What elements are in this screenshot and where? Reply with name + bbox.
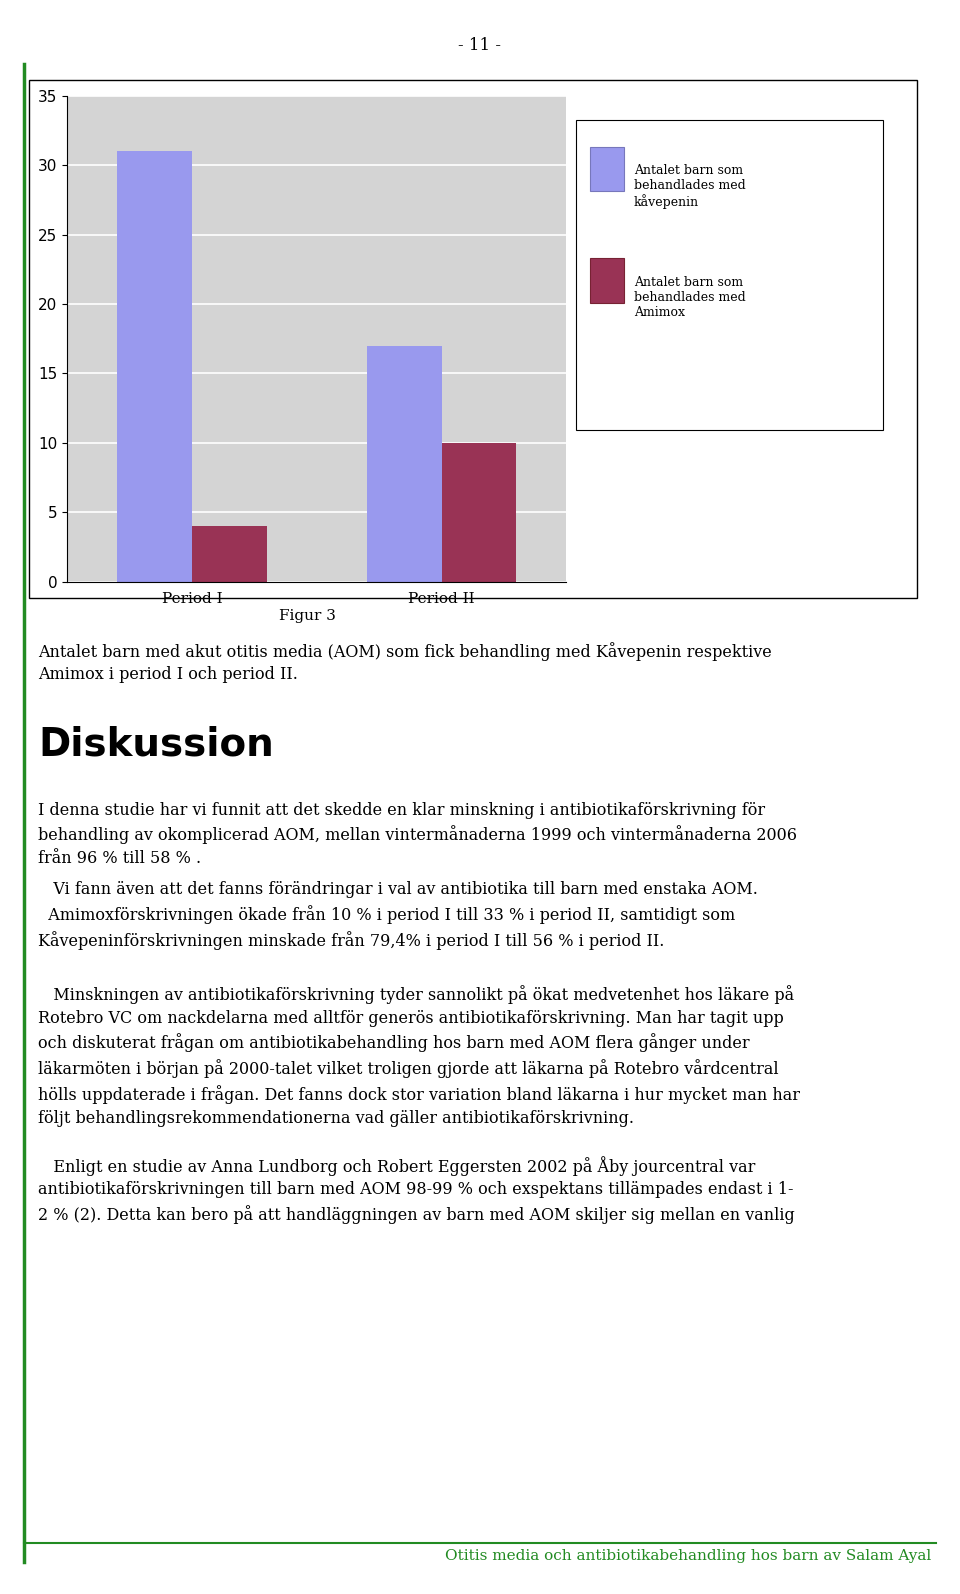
Text: - 11 -: - 11 - bbox=[459, 37, 501, 54]
Bar bbox=[117, 151, 192, 582]
Text: Antalet barn som
behandlades med
Amimox: Antalet barn som behandlades med Amimox bbox=[634, 276, 745, 319]
Bar bbox=[367, 346, 442, 582]
Text: Otitis media och antibiotikabehandling hos barn av Salam Ayal: Otitis media och antibiotikabehandling h… bbox=[444, 1549, 931, 1564]
Text: Figur 3: Figur 3 bbox=[278, 609, 336, 623]
Text: Minskningen av antibiotikaförskrivning tyder sannolikt på ökat medvetenhet hos l: Minskningen av antibiotikaförskrivning t… bbox=[38, 985, 801, 1127]
Text: Antalet barn med akut otitis media (AOM) som fick behandling med Kåvepenin respe: Antalet barn med akut otitis media (AOM)… bbox=[38, 642, 772, 684]
Text: Enligt en studie av Anna Lundborg och Robert Eggersten 2002 på Åby jourcentral v: Enligt en studie av Anna Lundborg och Ro… bbox=[38, 1156, 795, 1224]
Text: Vi fann även att det fanns förändringar i val av antibiotika till barn med ensta: Vi fann även att det fanns förändringar … bbox=[38, 881, 758, 950]
Text: I denna studie har vi funnit att det skedde en klar minskning i antibiotikaförsk: I denna studie har vi funnit att det ske… bbox=[38, 802, 798, 867]
Text: Antalet barn som
behandlades med
kåvepenin: Antalet barn som behandlades med kåvepen… bbox=[634, 164, 745, 209]
Text: Diskussion: Diskussion bbox=[38, 725, 275, 764]
Bar bbox=[192, 526, 267, 582]
Bar bbox=[442, 443, 516, 582]
